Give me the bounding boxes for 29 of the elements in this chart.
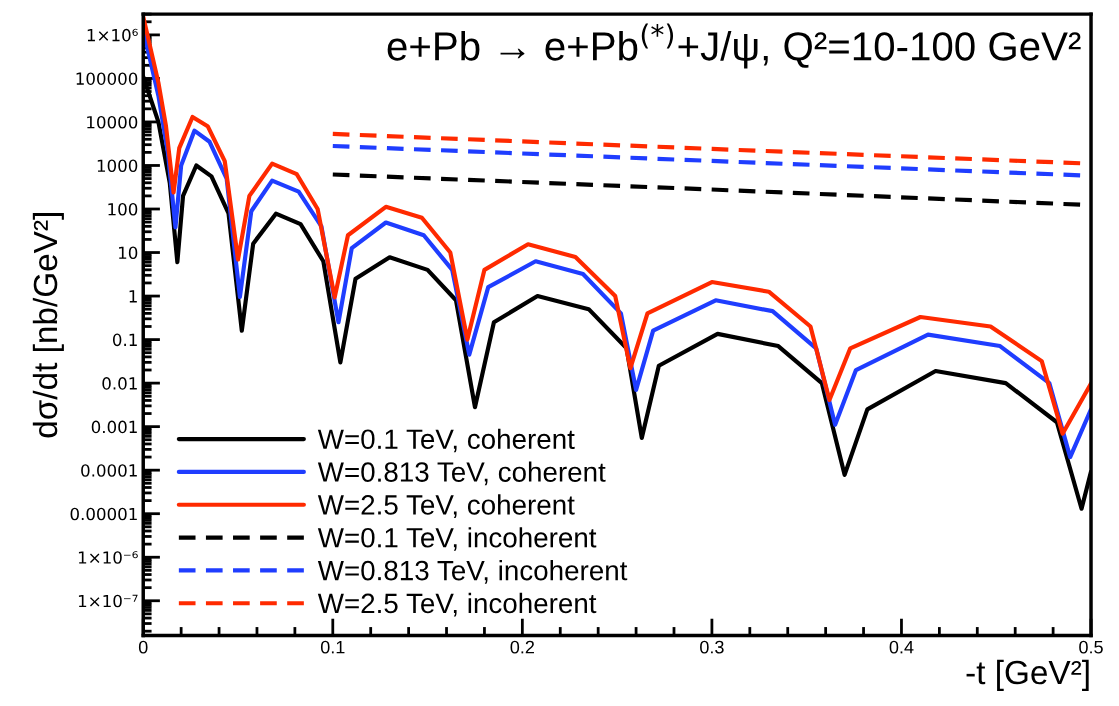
legend-label: W=0.1 TeV, incoherent [317,527,597,551]
y-axis-title: dσ/dt [nb/GeV²] [32,213,64,438]
chart-title: e+Pb → e+Pb$^{(*)}$+J/ψ, Q²=10-100 GeV² [387,23,1081,69]
y-tick-label: 100000 [76,72,138,85]
x-tick-label: 0.5 [1079,640,1103,654]
y-tick-label: 1×10⁻⁶ [78,551,138,564]
x-axis-title: -t [GeV²] [966,659,1089,691]
y-tick-label: 0.00001 [70,507,137,521]
legend-label: W=0.813 TeV, incoherent [317,560,628,584]
legend-label: W=0.1 TeV, coherent [317,428,575,453]
x-tick-label: 0.3 [700,640,724,654]
legend-label: W=2.5 TeV, coherent [317,494,575,519]
legend-label: W=0.813 TeV, coherent [317,461,606,486]
x-tick-label: 0.4 [889,640,914,654]
legend-label: W=2.5 TeV, incoherent [317,592,597,617]
x-tick-label: 0.1 [320,640,345,654]
y-tick-label: 10000 [87,115,138,129]
y-tick-label: 0.1 [112,333,137,347]
x-tick-label: 0.2 [510,640,534,654]
y-tick-label: 100 [108,202,138,216]
y-tick-label: 0.0001 [81,464,137,477]
x-tick-label: 0 [138,640,148,654]
y-tick-label: 1000 [97,159,138,173]
y-tick-label: 1 [129,290,137,303]
y-tick-label: 0.001 [91,420,137,434]
y-tick-label: 1×10⁻⁷ [78,594,138,608]
y-tick-label: 1×10⁶ [87,28,138,42]
y-tick-label: 0.01 [102,377,137,390]
y-tick-label: 10 [118,246,138,260]
